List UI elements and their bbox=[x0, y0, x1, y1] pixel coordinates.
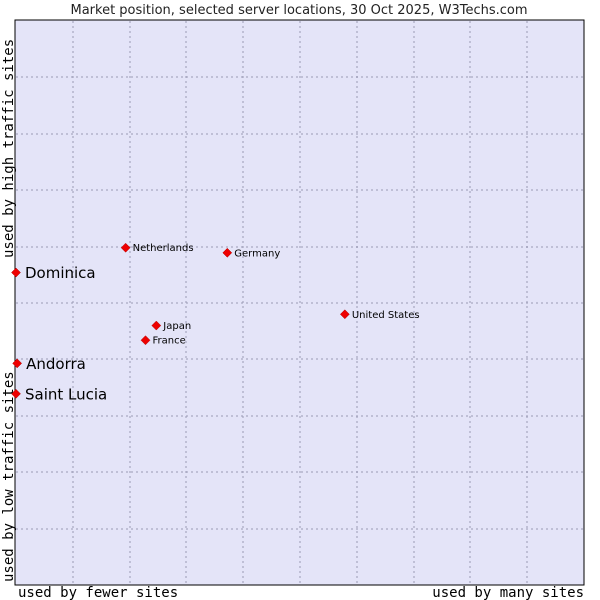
data-point-marker bbox=[140, 335, 151, 346]
data-point-label: Andorra bbox=[26, 355, 86, 373]
x-axis-label-left: used by fewer sites bbox=[18, 585, 178, 600]
data-point-label: Dominica bbox=[25, 264, 96, 282]
data-point-label: Germany bbox=[234, 248, 280, 259]
data-point-label: Saint Lucia bbox=[25, 385, 107, 403]
data-point-label: Netherlands bbox=[133, 243, 194, 254]
data-point-label: Japan bbox=[162, 321, 191, 332]
y-axis-label-bottom: used by low traffic sites bbox=[1, 371, 17, 582]
data-point: Saint Lucia bbox=[11, 385, 107, 403]
data-point-marker bbox=[12, 358, 22, 369]
data-point-label: United States bbox=[352, 310, 420, 321]
data-point-marker bbox=[222, 247, 233, 258]
data-point: United States bbox=[340, 309, 420, 321]
data-point: Andorra bbox=[12, 355, 86, 373]
data-point-marker bbox=[11, 267, 21, 278]
data-points: Dominica Andorra Saint Lucia Netherlands Ger… bbox=[11, 242, 420, 403]
y-axis-label-top: used by high traffic sites bbox=[1, 39, 17, 258]
grid bbox=[16, 21, 584, 585]
x-axis-label-right: used by many sites bbox=[432, 585, 584, 600]
chart-title: Market position, selected server locatio… bbox=[70, 3, 527, 18]
data-point: Japan bbox=[151, 320, 191, 332]
data-point: Dominica bbox=[11, 264, 96, 282]
data-point-marker bbox=[151, 320, 162, 331]
data-point: France bbox=[140, 335, 186, 347]
data-point-marker bbox=[120, 242, 131, 253]
data-point: Netherlands bbox=[120, 242, 194, 254]
data-point-marker bbox=[340, 309, 350, 320]
data-point-marker bbox=[11, 388, 21, 399]
data-point: Germany bbox=[222, 247, 280, 259]
data-point-label: France bbox=[153, 336, 186, 347]
